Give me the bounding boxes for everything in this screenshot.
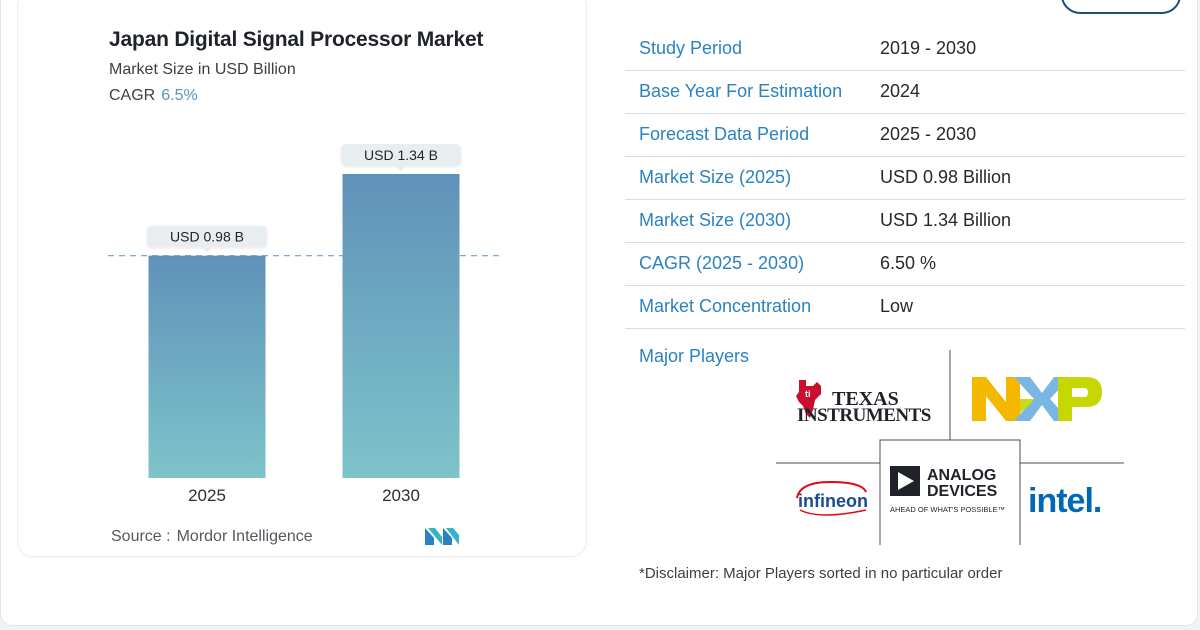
ti-line1: TEXAS <box>832 388 899 410</box>
info-value: 2019 - 2030 <box>880 38 977 58</box>
info-key: Market Size (2025) <box>639 167 792 187</box>
adi-line1: ANALOG <box>927 467 996 484</box>
ti-line2: INSTRUMENTS <box>797 405 931 426</box>
data-label-bg <box>147 225 267 248</box>
infineon-logo: infineon <box>796 480 868 516</box>
bar-chart: USD 0.98 B 2025 USD 1.34 B 2030 <box>108 144 502 505</box>
data-label-bg <box>341 144 461 166</box>
disclaimer: *Disclaimer: Major Players sorted in no … <box>639 565 1003 582</box>
info-row-study-period: Study Period 2019 - 2030 <box>625 28 1185 71</box>
info-key: CAGR (2025 - 2030) <box>639 253 805 273</box>
market-info-table: Study Period 2019 - 2030 Base Year For E… <box>625 28 1185 329</box>
info-row-concentration: Market Concentration Low <box>625 286 1185 329</box>
bar-2030 <box>342 174 460 478</box>
info-value: 2025 - 2030 <box>880 124 977 144</box>
info-key: Market Concentration <box>639 296 812 316</box>
texas-instruments-logo: ti TEXAS INSTRUMENTS <box>796 380 931 426</box>
info-row-base-year: Base Year For Estimation 2024 <box>625 71 1185 114</box>
data-label-pointer <box>396 166 406 171</box>
major-players-label: Major Players <box>639 346 750 366</box>
source-line: Source : Mordor Intelligence <box>111 528 313 546</box>
info-value: Low <box>880 296 914 316</box>
grid-lines <box>776 350 1124 545</box>
intel-logo: intel. <box>1028 482 1102 520</box>
category-label: 2025 <box>188 486 226 505</box>
cagr-line: CAGR 6.5% <box>109 87 198 105</box>
cagr-label: CAGR <box>109 87 156 104</box>
data-label-pointer <box>202 247 212 253</box>
svg-text:ti: ti <box>805 389 811 399</box>
info-row-forecast-period: Forecast Data Period 2025 - 2030 <box>625 114 1185 157</box>
info-value: USD 0.98 Billion <box>880 167 1012 187</box>
source-name: Mordor Intelligence <box>176 528 313 545</box>
info-value: 6.50 % <box>880 253 937 273</box>
info-row-market-size-2025: Market Size (2025) USD 0.98 Billion <box>625 157 1185 200</box>
adi-line2: DEVICES <box>927 483 998 500</box>
bar-2025 <box>148 255 266 478</box>
category-label: 2030 <box>382 486 420 505</box>
chart-title: Japan Digital Signal Processor Market <box>109 28 484 51</box>
data-label: USD 0.98 B <box>170 229 244 245</box>
info-key: Market Size (2030) <box>639 210 792 230</box>
info-key: Forecast Data Period <box>639 124 810 144</box>
chart-subtitle: Market Size in USD Billion <box>109 61 296 78</box>
nxp-logo <box>972 377 1102 421</box>
info-key: Study Period <box>639 38 743 58</box>
chart-card <box>17 0 587 557</box>
mordor-intelligence-logo-icon <box>425 528 459 545</box>
source-label: Source : <box>111 528 171 545</box>
adi-tagline: AHEAD OF WHAT'S POSSIBLE™ <box>890 505 1005 514</box>
ti-state-icon: ti <box>796 380 821 418</box>
info-row-cagr: CAGR (2025 - 2030) 6.50 % <box>625 243 1185 286</box>
intel-text: intel. <box>1028 482 1101 520</box>
data-label: USD 1.34 B <box>364 147 438 163</box>
info-key: Base Year For Estimation <box>639 81 843 101</box>
analog-devices-logo: ANALOG DEVICES AHEAD OF WHAT'S POSSIBLE™ <box>890 466 1005 514</box>
info-value: 2024 <box>880 81 921 101</box>
cagr-value: 6.5% <box>161 87 198 104</box>
infineon-text: infineon <box>798 491 868 511</box>
info-value: USD 1.34 Billion <box>880 210 1012 230</box>
info-row-market-size-2030: Market Size (2030) USD 1.34 Billion <box>625 200 1185 243</box>
